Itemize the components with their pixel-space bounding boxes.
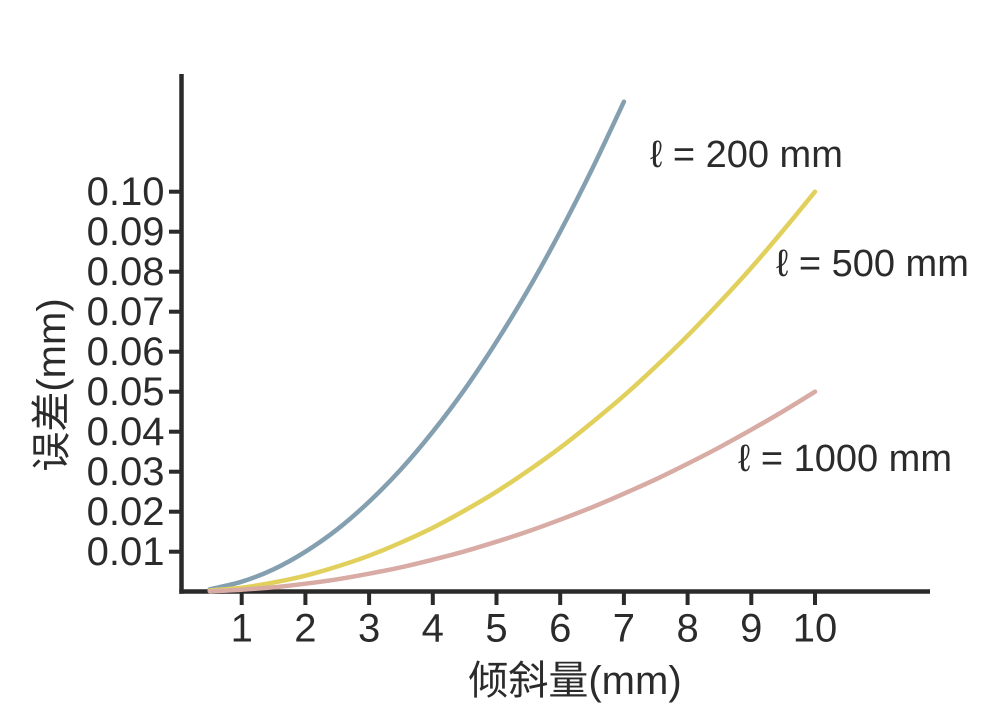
y-axis-title: 误差(mm) — [30, 298, 74, 472]
y-tick-label: 0.06 — [87, 330, 165, 374]
x-tick-label: 10 — [793, 607, 838, 651]
y-tick-label: 0.04 — [87, 410, 165, 454]
x-tick-label: 9 — [740, 607, 762, 651]
x-tick-label: 8 — [676, 607, 698, 651]
series-curve-1000mm — [207, 389, 818, 594]
y-tick-label: 0.07 — [87, 290, 165, 334]
y-tick-label: 0.03 — [87, 450, 165, 494]
y-tick-label: 0.05 — [87, 370, 165, 414]
y-tick-label: 0.10 — [87, 170, 165, 214]
curve-label-l-500mm: ℓ = 500 mm — [776, 243, 969, 285]
curve-label-l-1000mm: ℓ = 1000 mm — [738, 438, 952, 480]
y-tick-label: 0.01 — [87, 530, 165, 574]
x-axis-title: 倾斜量(mm) — [468, 659, 682, 703]
x-tick-label: 7 — [613, 607, 635, 651]
y-tick-label: 0.08 — [87, 250, 165, 294]
series-curve-200mm — [207, 99, 627, 592]
x-tick-label: 4 — [422, 607, 444, 651]
x-tick-label: 1 — [231, 607, 253, 651]
curve-label-l-200mm: ℓ = 200 mm — [650, 134, 843, 176]
x-tick-label: 2 — [294, 607, 316, 651]
y-tick-label: 0.09 — [87, 210, 165, 254]
x-tick-label: 5 — [485, 607, 507, 651]
series-curve-500mm — [207, 189, 818, 593]
y-tick-label: 0.02 — [87, 490, 165, 534]
x-tick-label: 6 — [549, 607, 571, 651]
x-tick-label: 3 — [358, 607, 380, 651]
